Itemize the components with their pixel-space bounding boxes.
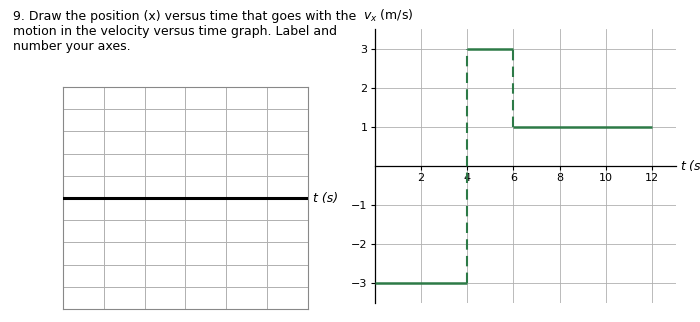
Text: $t$ (s): $t$ (s)	[680, 158, 700, 173]
Text: $v_x$ (m/s): $v_x$ (m/s)	[363, 8, 414, 24]
Text: t (s): t (s)	[313, 192, 338, 204]
Text: 9. Draw the position (x) versus time that goes with the
motion in the velocity v: 9. Draw the position (x) versus time tha…	[13, 10, 356, 53]
